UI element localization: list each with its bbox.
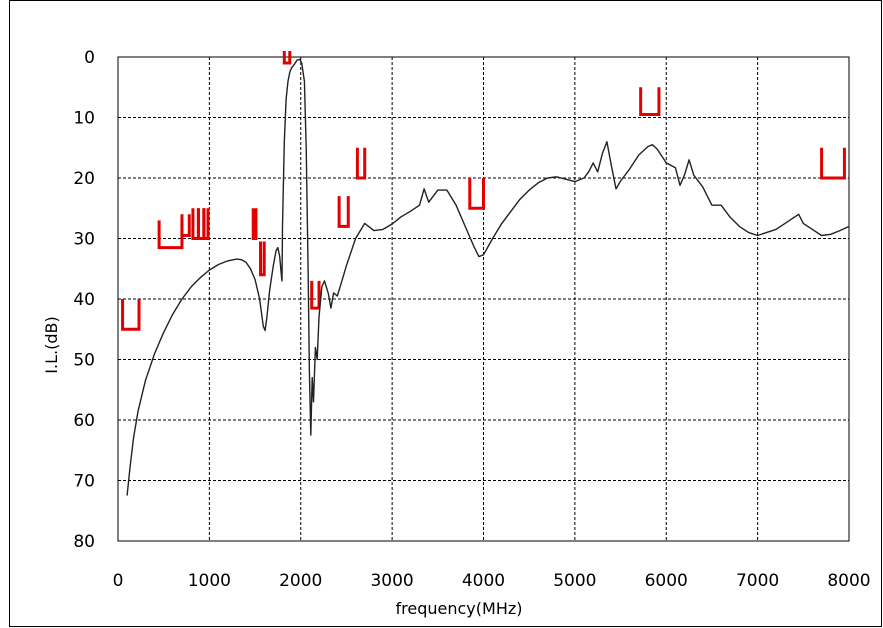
spec-mask: [259, 241, 266, 277]
y-tick-label: 0: [84, 48, 95, 68]
spec-mask: [820, 147, 846, 180]
x-tick-label: 4000: [462, 571, 505, 591]
x-axis-label: frequency(MHz): [396, 599, 523, 618]
spec-mask: [282, 50, 292, 65]
spec-mask: [337, 196, 350, 228]
y-tick-label: 50: [73, 351, 95, 371]
y-tick-label: 80: [73, 532, 95, 552]
x-tick-label: 3000: [370, 571, 413, 591]
spec-mask: [202, 208, 210, 240]
spec-mask: [639, 87, 661, 116]
y-tick-label: 10: [73, 109, 95, 129]
y-tick-label: 20: [73, 169, 95, 189]
specification-masks: [121, 50, 846, 331]
x-tick-label: 7000: [736, 571, 779, 591]
spec-mask: [121, 299, 141, 331]
y-axis-label: I.L.(dB): [42, 316, 61, 373]
x-tick-label: 6000: [645, 571, 688, 591]
y-tick-labels: 0 10 20 30 40 50 60 70 80: [73, 48, 95, 552]
measurement-curve: [126, 58, 850, 496]
spec-mask: [251, 208, 258, 240]
x-tick-label: 1000: [188, 571, 231, 591]
insertion-loss-line: [126, 58, 850, 496]
x-tick-label: 5000: [553, 571, 596, 591]
x-tick-label: 0: [113, 571, 124, 591]
spec-mask: [310, 280, 321, 310]
spec-mask: [468, 178, 485, 210]
x-tick-label: 2000: [279, 571, 322, 591]
grid-lines: [118, 57, 849, 541]
spec-mask: [355, 147, 367, 180]
y-tick-label: 60: [73, 411, 95, 431]
spec-mask: [180, 214, 191, 237]
y-tick-label: 40: [73, 290, 95, 310]
y-tick-label: 30: [73, 230, 95, 250]
x-tick-label: 8000: [827, 571, 870, 591]
y-tick-label: 70: [73, 472, 95, 492]
x-tick-labels: 0 1000 2000 3000 4000 5000 6000 7000 8000: [113, 571, 871, 591]
